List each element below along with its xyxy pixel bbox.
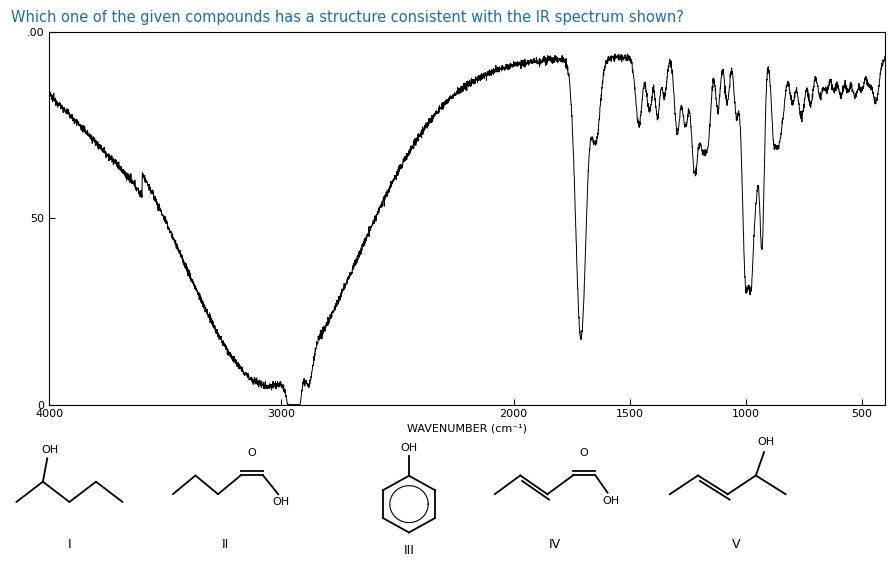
- Text: II: II: [222, 538, 229, 551]
- Text: OH: OH: [757, 438, 774, 447]
- Text: Which one of the given compounds has a structure consistent with the IR spectrum: Which one of the given compounds has a s…: [11, 10, 684, 25]
- Text: O: O: [248, 449, 257, 458]
- Text: OH: OH: [602, 496, 619, 506]
- Text: I: I: [68, 538, 72, 551]
- X-axis label: WAVENUMBER (cm⁻¹): WAVENUMBER (cm⁻¹): [407, 424, 527, 434]
- Text: V: V: [731, 538, 740, 551]
- Text: OH: OH: [401, 443, 417, 453]
- Text: O: O: [580, 449, 588, 458]
- Text: OH: OH: [273, 497, 290, 507]
- Text: OH: OH: [42, 445, 59, 455]
- Text: IV: IV: [549, 538, 561, 551]
- Text: III: III: [403, 544, 415, 557]
